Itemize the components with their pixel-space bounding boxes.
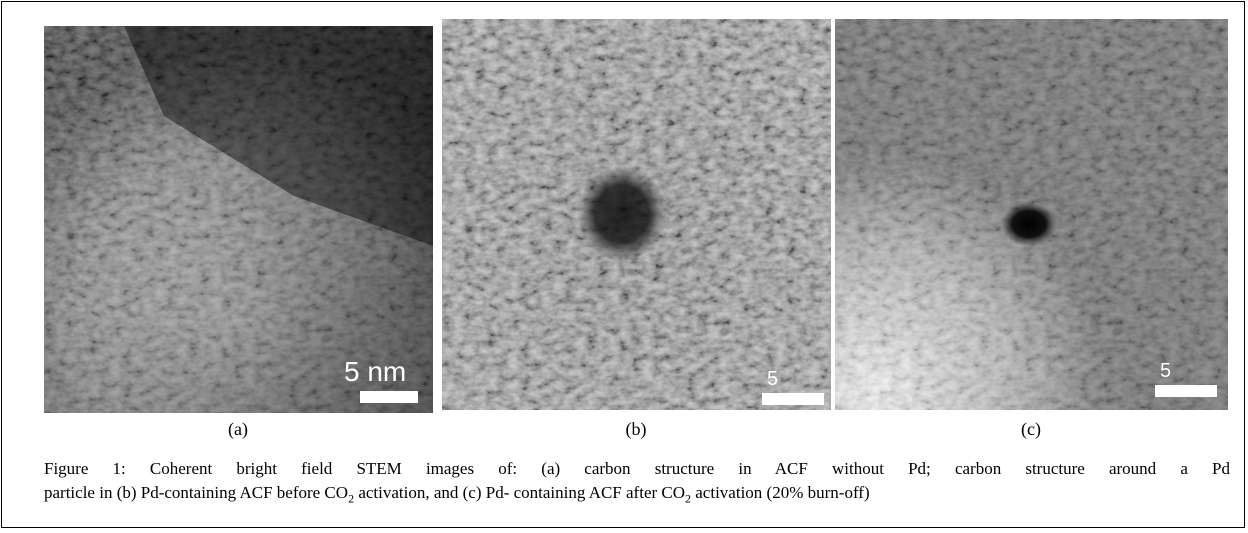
panel-label: (b) — [586, 419, 686, 440]
caption-line: particle in (b) Pd-containing ACF before… — [44, 481, 1230, 505]
caption-text: activation, and (c) Pd- containing ACF a… — [354, 483, 685, 502]
micrograph-b: 5 — [442, 19, 831, 410]
scale-label: 5 — [767, 368, 778, 390]
scale-bar — [360, 391, 418, 403]
panel-label: (a) — [188, 419, 288, 440]
scale-label: 5 — [1160, 360, 1171, 382]
caption-text: activation (20% burn-off) — [691, 483, 870, 502]
scale-label: 5 nm — [344, 356, 406, 387]
caption-line: Figure 1: Coherent bright field STEM ima… — [44, 457, 1230, 481]
caption: Figure 1: Coherent bright field STEM ima… — [44, 457, 1230, 505]
caption-text: particle in (b) Pd-containing ACF before… — [44, 483, 348, 502]
scale-bar — [1155, 385, 1217, 397]
page: 5 nm 5 5 (a) (b) (c) Figure 1: Coherent … — [0, 0, 1248, 533]
scale-bar — [762, 393, 824, 405]
panel-label: (c) — [981, 419, 1081, 440]
micrograph-c: 5 — [835, 19, 1228, 410]
micrograph-a: 5 nm — [44, 26, 433, 413]
